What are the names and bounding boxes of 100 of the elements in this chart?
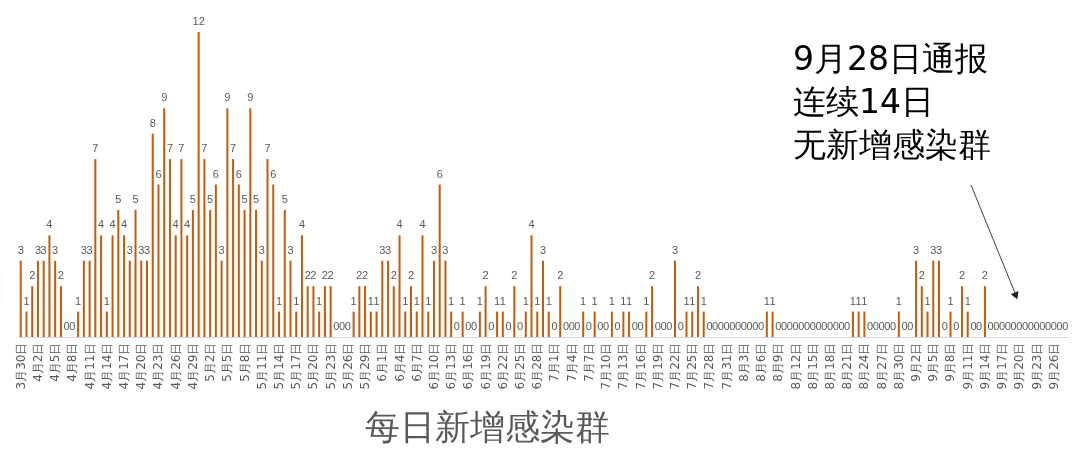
data-label: 0 [1050,320,1057,332]
data-label: 3 [40,243,47,256]
x-tick-label: 8月12日 [788,342,803,390]
x-tick-label: 5月2日 [203,342,218,382]
bar [610,311,613,337]
data-label: 0 [884,320,891,332]
data-label: 5 [252,192,260,205]
bar [628,311,631,337]
data-label: 4 [184,218,191,231]
x-tick-label: 7月13日 [616,342,631,390]
data-label: 3 [258,243,265,256]
bar [105,311,108,337]
x-tick-label: 7月10日 [599,342,614,390]
data-label: 1 [964,294,971,307]
bar [19,260,22,337]
data-label: 1 [620,294,627,307]
bar [438,184,441,337]
bar [857,311,860,337]
data-label: 0 [551,320,558,332]
bar [645,311,648,337]
data-label: 4 [396,218,403,231]
annotation: 连续14日 [793,82,934,121]
data-label: 1 [373,294,380,307]
data-label: 0 [654,320,661,332]
x-tick-label: 5月5日 [220,342,235,382]
data-label: 0 [758,320,765,332]
bar [450,311,453,337]
x-tick-label: 7月7日 [581,342,596,382]
data-label: 5 [281,192,288,205]
bar [329,286,332,337]
data-label: 1 [849,294,856,307]
bar [427,311,430,337]
data-label: 3 [17,243,24,256]
x-tick-label: 6月10日 [426,342,441,390]
data-label: 8 [149,116,156,129]
data-label: 0 [970,320,977,332]
data-label: 0 [809,320,816,332]
bar [249,108,252,337]
x-tick-label: 7月25日 [685,342,700,390]
bar [77,311,80,337]
data-label: 4 [528,218,535,231]
x-tick-label: 4月23日 [151,342,166,390]
data-label: 7 [201,142,208,155]
bar [306,286,309,337]
bar [392,286,395,337]
data-label: 1 [924,294,931,307]
bar [926,311,929,337]
data-label: 1 [494,294,501,307]
data-label: 2 [694,269,702,282]
data-label: 7 [92,142,99,155]
data-label: 1 [413,294,420,307]
x-tick-label: 6月1日 [375,342,390,382]
data-label: 0 [453,320,460,332]
bar [409,286,412,337]
x-tick-label: 7月1日 [547,342,562,382]
bar [128,260,131,337]
x-tick-label: 6月25日 [513,342,528,390]
bar [983,286,986,337]
bar [691,311,694,337]
data-label: 0 [516,320,524,332]
data-label: 0 [803,320,811,332]
data-label: 1 [316,294,323,307]
bar [88,260,91,337]
bar [25,311,28,337]
data-label: 1 [448,294,455,307]
x-tick-label: 9月11日 [960,342,975,390]
data-label: 0 [1004,320,1011,332]
bar [191,209,194,337]
data-label: 0 [792,320,799,332]
data-label: 2 [321,269,328,282]
data-label: 0 [637,320,644,332]
data-label: 0 [1016,320,1023,332]
bar [186,235,189,337]
data-label: 3 [442,243,449,256]
data-label: 0 [1044,320,1052,332]
data-label: 2 [648,269,656,282]
data-label: 0 [987,320,994,332]
x-tick-label: 9月8日 [943,342,958,382]
data-label: 0 [815,320,822,332]
data-label: 1 [545,294,552,307]
bar [145,260,148,337]
bar [863,311,866,337]
data-label: 5 [241,192,248,205]
bar [323,286,326,337]
data-label: 2 [356,269,363,282]
data-label: 6 [155,167,162,180]
data-label: 0 [1027,320,1034,332]
x-tick-label: 6月22日 [495,342,510,390]
data-label: 0 [740,320,747,332]
data-label: 2 [327,269,334,282]
data-label: 5 [189,192,196,205]
data-label: 1 [23,294,30,307]
data-label: 0 [872,320,879,332]
data-label: 0 [976,320,983,332]
bar [404,311,407,337]
bar [897,311,900,337]
bar [702,311,705,337]
x-tick-label: 7月16日 [633,342,648,390]
bar [134,209,137,337]
bar [542,260,544,337]
